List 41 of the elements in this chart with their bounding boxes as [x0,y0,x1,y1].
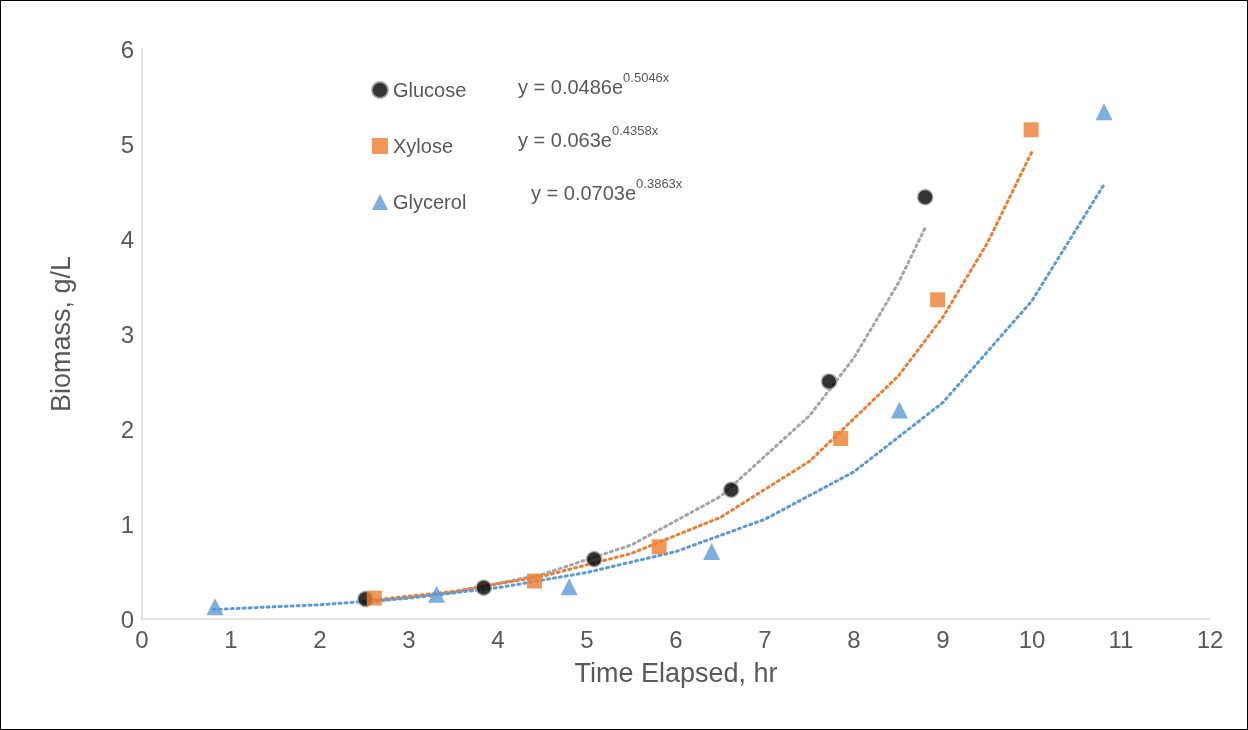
point [820,373,838,390]
x-tick-label: 2 [313,625,327,653]
x-tick-label: 5 [580,625,594,653]
y-tick-label: 1 [120,510,134,538]
x-tick-label: 11 [1108,625,1134,653]
x-tick-label: 10 [1018,625,1046,653]
x-tick-label: 1 [224,625,238,653]
point [366,590,382,606]
x-tick-label: 4 [491,625,505,653]
y-tick-label: 4 [120,225,134,253]
x-tick-label: 8 [847,625,861,653]
point [722,481,740,499]
x-tick-label: 6 [669,625,683,653]
y-tick-label: 5 [120,130,134,158]
x-axis-title: Time Elapsed, hr [574,657,778,688]
point [1095,103,1113,121]
point [428,585,446,603]
x-tick-label: 3 [402,625,416,653]
point [560,578,578,596]
point [1023,122,1039,138]
point [526,573,542,589]
point [833,431,849,446]
point [651,539,667,555]
point [703,543,721,561]
point [475,579,493,596]
y-axis-title: Biomass, g/L [45,255,76,413]
x-tick-label: 9 [936,625,950,653]
legend-label: Glycerol [393,191,467,213]
point [930,292,946,308]
y-tick-label: 6 [120,35,134,63]
x-tick-label: 7 [758,625,772,653]
point [890,401,908,419]
legend-label: Glucose [393,79,467,101]
point [206,598,224,616]
y-tick-label: 3 [120,320,134,348]
point [916,188,934,206]
y-tick-label: 2 [120,415,134,443]
x-tick-label: 12 [1196,625,1224,653]
point [585,550,603,568]
y-tick-label: 0 [120,605,134,633]
legend-label: Xylose [393,135,454,157]
